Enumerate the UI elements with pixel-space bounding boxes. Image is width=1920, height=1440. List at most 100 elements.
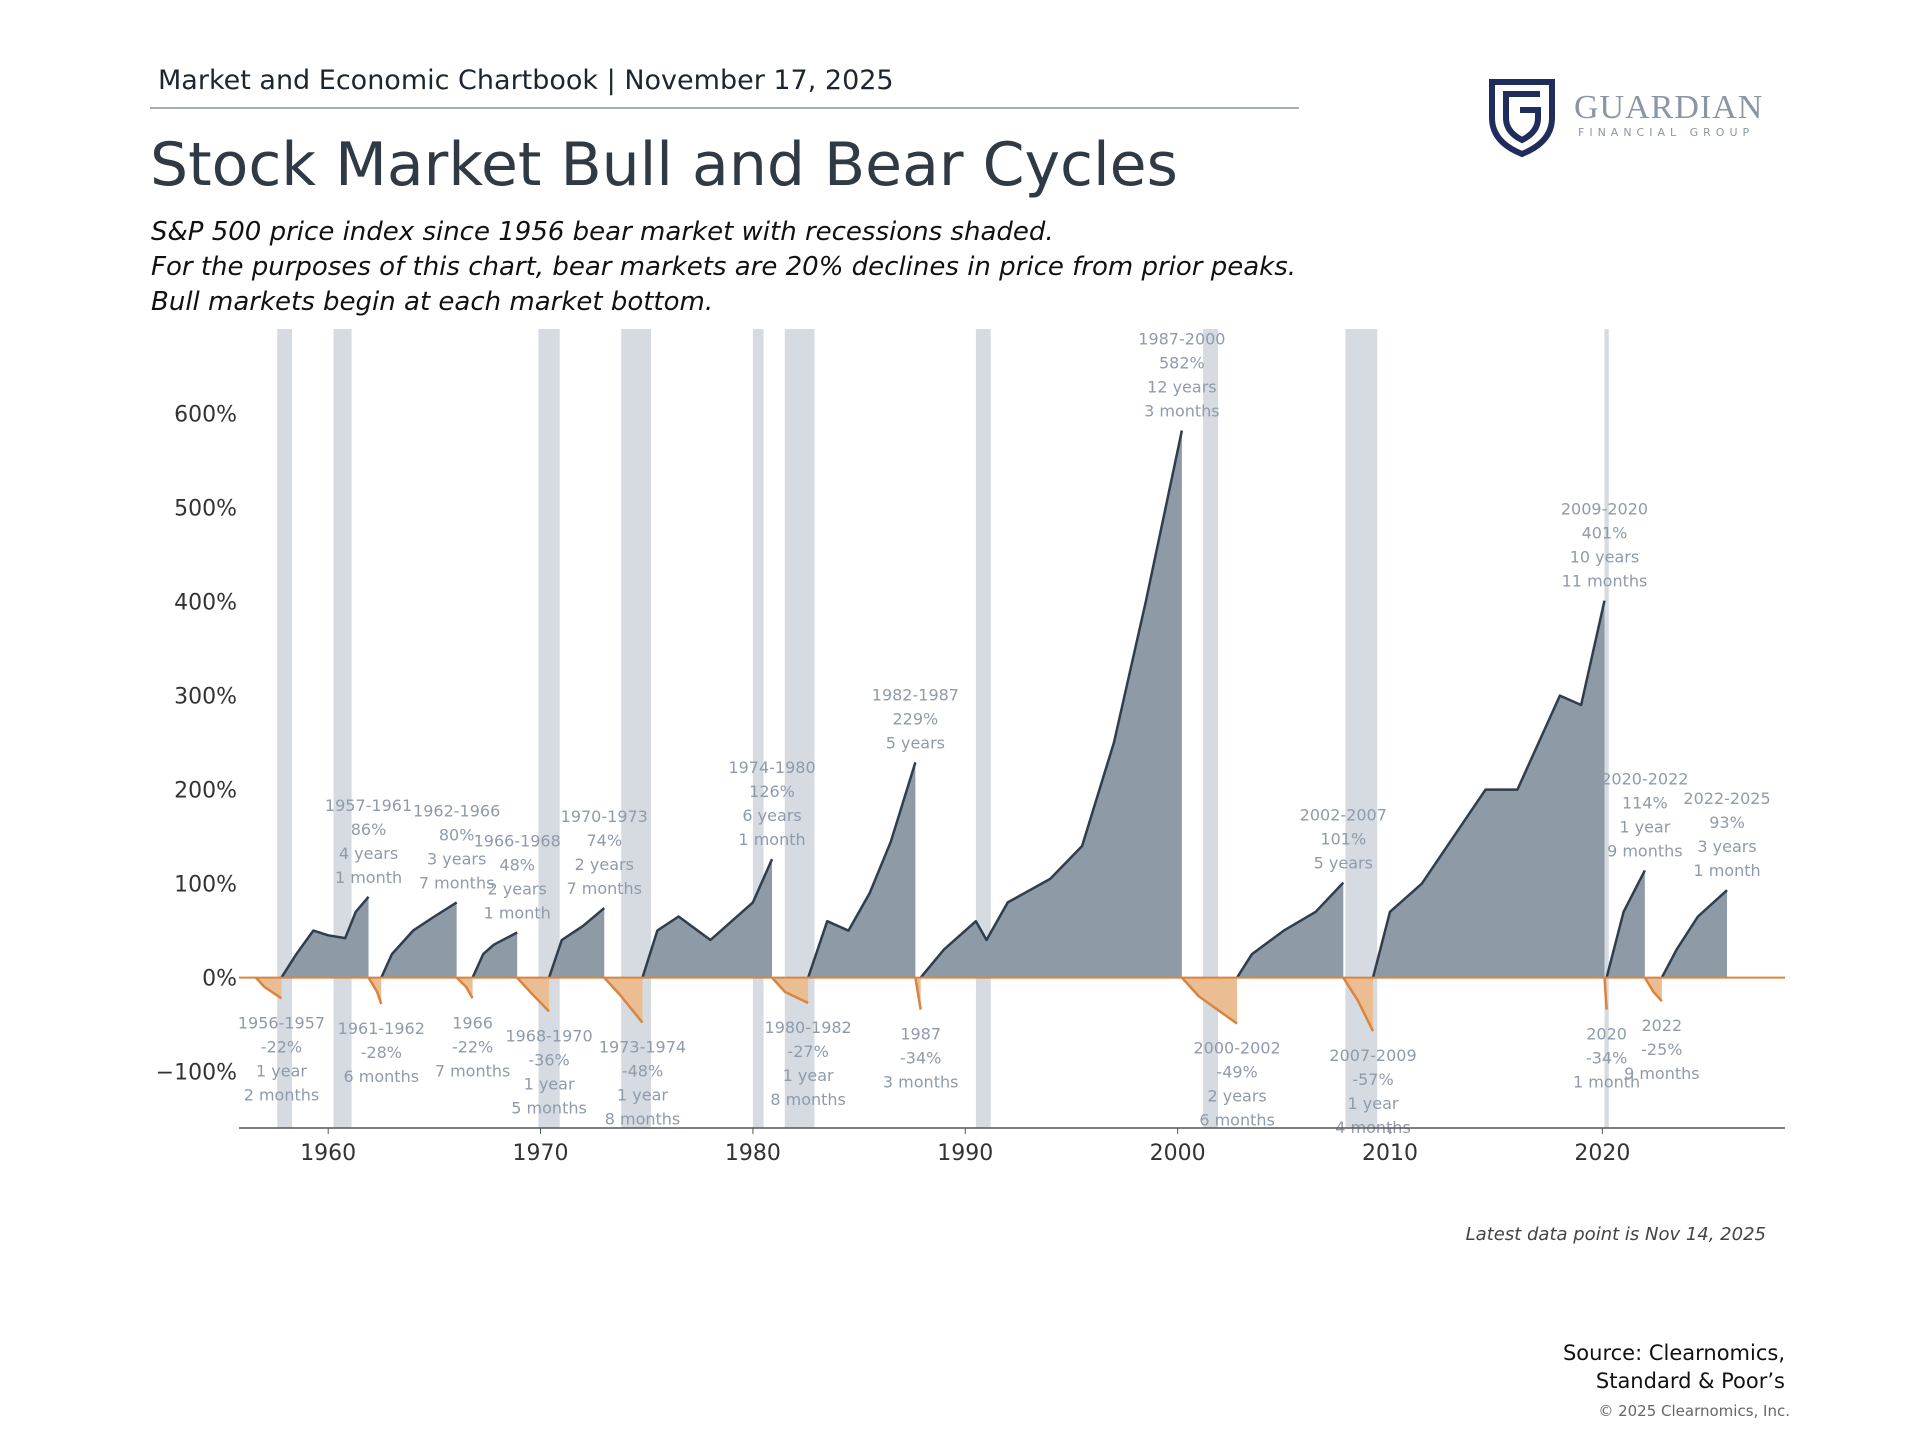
annotation: 1 year [256,1061,307,1080]
subtitle: For the purposes of this chart, bear mar… [151,252,1296,282]
x-tick-label: 2010 [1362,1141,1418,1166]
logo-name: GUARDIAN [1574,89,1763,126]
bear-line [255,976,283,1000]
bear-area [1181,977,1238,1024]
annotation: 2020-2022 [1601,769,1688,788]
x-tick-label: 2020 [1574,1141,1630,1166]
annotation: 11 months [1562,572,1648,591]
bull-line [1605,869,1646,978]
y-tick-label: −100% [156,1061,237,1086]
annotation: -36% [528,1050,569,1069]
bear-area [1343,977,1374,1032]
bull-area [1606,870,1645,978]
recession [975,329,991,1128]
source: Standard & Poor’s [1596,1369,1785,1393]
bear-line [455,976,474,999]
annotation: 1961-1962 [338,1019,425,1038]
annotation: 1966 [452,1013,493,1032]
annotation: -34% [1586,1049,1627,1068]
recession [752,329,764,1128]
annotation: 2020 [1586,1025,1627,1044]
annotation: 8 months [770,1090,846,1109]
annotation: 5 years [886,733,945,752]
x-tick-label: 1980 [725,1141,781,1166]
annotation: -49% [1216,1063,1257,1082]
annotation: 2 years [575,855,634,874]
annotation: 9 months [1607,841,1683,860]
annotation: 1 year [617,1086,668,1105]
bear-line [1180,976,1238,1025]
recession [538,329,560,1128]
annotation: 80% [439,825,475,844]
bear-line [771,976,809,1005]
note: Latest data point is Nov 14, 2025 [1466,1224,1766,1245]
annotation: 4 years [339,844,398,863]
annotation: -57% [1352,1070,1393,1089]
x-tick-label: 2000 [1150,1141,1206,1166]
recession [333,329,352,1128]
bear-line [516,976,550,1013]
annotation: 5 years [1314,854,1373,873]
annotation: 8 months [605,1110,681,1129]
y-tick-label: 300% [174,685,237,710]
annotation: 2009-2020 [1561,500,1648,519]
logo-mark [1489,79,1555,158]
recession [784,329,815,1128]
bull-line [280,895,370,979]
annotation: 1957-1961 [325,796,412,815]
annotation: 6 months [1199,1111,1275,1130]
bull-area [281,896,369,978]
bear-line [1643,976,1663,1002]
x-tick-label: 1960 [300,1141,356,1166]
bull-line [919,430,1184,979]
y-tick-label: 400% [174,591,237,616]
bear-line [1603,977,1608,1010]
annotation: 48% [499,855,535,874]
plot: −100% 0% 100% 200% 300% 400% 500% 600% 1960 1970 1… [156,329,1785,1166]
bear-area [772,977,809,1003]
annotation: 1980-1982 [765,1018,852,1037]
annotation: 1 year [1348,1094,1399,1113]
annotation: -27% [787,1042,828,1061]
annotation: 101% [1320,830,1366,849]
bear-area [368,977,382,1004]
subtitle: S&P 500 price index since 1956 bear mark… [151,217,1054,247]
x-tick-label: 1990 [937,1141,993,1166]
bull-line [471,931,518,979]
annotation: 2007-2009 [1329,1046,1416,1065]
annotation: 7 months [419,873,495,892]
annotation: -22% [261,1037,302,1056]
annotation: 2022-2025 [1683,789,1770,808]
bull-line [1371,600,1606,978]
chart-title: Stock Market Bull and Bear Cycles [150,130,1178,200]
bear-line [367,976,383,1005]
bull-area [1373,600,1605,978]
annotation: 6 years [742,806,801,825]
annotation: 401% [1582,524,1628,543]
annotation: 1 month [1693,861,1760,880]
recession [1604,329,1609,1128]
bear-area [604,977,643,1023]
annotation: 9 months [1624,1064,1700,1083]
annotation: 1987 [900,1025,941,1044]
annotation: 1968-1970 [505,1026,592,1045]
bull-area [642,859,773,978]
annotation: 229% [893,709,939,728]
bear-area [456,977,473,999]
subtitle: Bull markets begin at each market bottom… [151,287,713,317]
annotation: 2000-2002 [1193,1039,1280,1058]
bull-area [472,932,518,978]
annotation: 582% [1159,354,1205,373]
x-tick-label: 1970 [513,1141,569,1166]
bull-area [920,430,1182,978]
bull-line [1236,881,1345,979]
annotation: 5 months [511,1098,587,1117]
bull-area [381,902,457,978]
annotation: 3 years [427,849,486,868]
annotation: 1982-1987 [872,685,959,704]
bull-line [641,858,774,978]
annotation: 1966-1968 [474,831,561,850]
annotation: 2 years [1207,1087,1266,1106]
header: Market and Economic Chartbook | November… [158,65,894,96]
